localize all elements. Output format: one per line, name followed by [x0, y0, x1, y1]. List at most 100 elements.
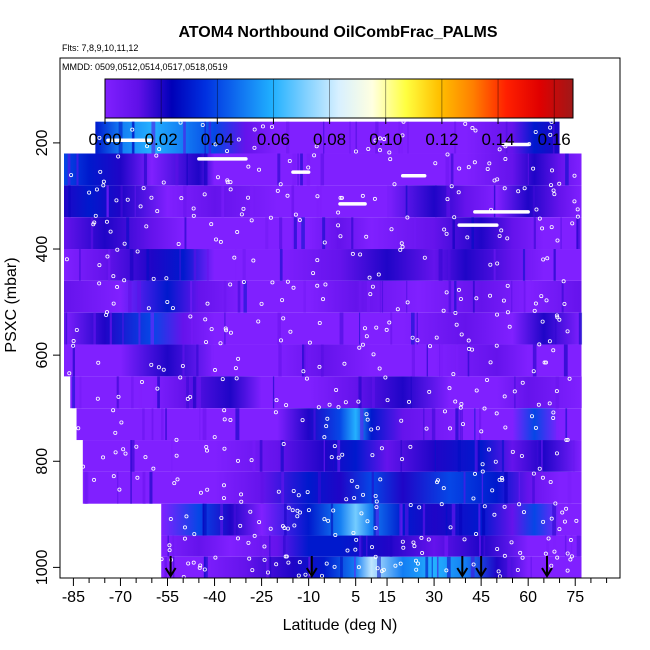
- sample-point: [191, 206, 196, 211]
- sample-point: [139, 380, 144, 385]
- sample-point: [159, 557, 164, 562]
- heatmap-streak: [436, 556, 439, 578]
- heatmap-band: [95, 121, 560, 154]
- heatmap-streak: [106, 185, 109, 218]
- heatmap-streak: [137, 280, 141, 313]
- sample-point: [547, 401, 552, 406]
- sample-point: [487, 161, 492, 166]
- sample-point: [209, 222, 214, 227]
- sample-point: [149, 195, 154, 200]
- sample-point: [488, 360, 493, 365]
- heatmap-streak: [580, 376, 582, 409]
- arrow-head: [456, 567, 469, 578]
- heatmap-streak: [291, 185, 295, 218]
- sample-point: [322, 435, 327, 440]
- sample-point: [249, 458, 254, 463]
- x-axis-tick-label: 45: [472, 589, 490, 606]
- sample-point: [292, 523, 297, 528]
- sample-point: [497, 233, 502, 238]
- sample-point: [415, 561, 420, 566]
- sample-point: [480, 469, 485, 474]
- heatmap-streak: [337, 217, 339, 250]
- sample-point: [448, 426, 453, 431]
- sample-point: [315, 194, 320, 199]
- sample-point: [492, 178, 497, 183]
- sample-point: [288, 329, 293, 334]
- heatmap-streak: [463, 471, 466, 504]
- heatmap-band: [64, 280, 582, 313]
- sample-point: [420, 551, 425, 556]
- heatmap-streak: [175, 153, 179, 186]
- sample-point: [553, 501, 558, 506]
- chart-title: ATOM4 Northbound OilCombFrac_PALMS: [178, 24, 497, 41]
- heatmap-streak: [110, 312, 112, 345]
- sample-point: [353, 547, 358, 552]
- sample-point: [296, 493, 301, 498]
- heatmap-streak: [439, 344, 441, 377]
- sample-point: [549, 120, 554, 125]
- heatmap-streak: [452, 217, 455, 250]
- heatmap-streak: [426, 344, 428, 377]
- sample-point: [466, 346, 471, 351]
- sample-point: [413, 558, 418, 563]
- sample-point: [445, 197, 450, 202]
- sample-point: [499, 228, 504, 233]
- sample-point: [316, 405, 321, 410]
- sample-point: [572, 173, 577, 178]
- sample-point: [167, 548, 172, 553]
- heatmap-streak: [478, 503, 481, 536]
- heatmap-streak: [400, 440, 403, 472]
- heatmap-streak: [269, 556, 272, 578]
- arrow-head: [305, 567, 318, 578]
- sample-point: [336, 210, 341, 215]
- heatmap-streak: [196, 344, 199, 377]
- sample-point: [176, 241, 181, 246]
- sample-point: [252, 533, 257, 538]
- colorbar-tick-label: 0.10: [369, 130, 402, 149]
- heatmap-streak: [279, 249, 283, 281]
- heatmap-streak: [76, 153, 79, 186]
- sample-point: [375, 426, 380, 431]
- sample-point: [96, 360, 101, 365]
- heatmap-streak: [280, 440, 284, 472]
- sample-point: [473, 128, 478, 133]
- heatmap-streak: [536, 440, 539, 472]
- heatmap-streak: [565, 153, 569, 186]
- sample-point: [441, 308, 446, 313]
- heatmap-streak: [371, 471, 374, 504]
- sample-point: [236, 137, 241, 142]
- sample-point: [519, 453, 524, 458]
- flight-track-layer: [106, 138, 530, 227]
- arrow-markers: [164, 556, 553, 578]
- sample-point: [141, 186, 146, 191]
- heatmap-streak: [249, 185, 254, 218]
- sample-point: [94, 187, 99, 192]
- sample-point: [549, 563, 554, 568]
- sample-point: [493, 459, 498, 464]
- sample-point: [379, 446, 384, 451]
- heatmap-streak: [308, 556, 311, 578]
- sample-point: [439, 502, 444, 507]
- sample-point: [247, 556, 252, 561]
- sample-point: [360, 342, 365, 347]
- colorbar-tick-label: 0.00: [88, 130, 121, 149]
- sample-point: [373, 494, 378, 499]
- sample-point: [336, 455, 341, 460]
- sample-point: [366, 146, 371, 151]
- sample-point: [424, 426, 429, 431]
- sample-point: [458, 405, 463, 410]
- heatmap-streak: [366, 280, 371, 313]
- sample-point: [97, 263, 102, 268]
- heatmap-streak: [318, 249, 322, 281]
- sample-point: [502, 394, 507, 399]
- sample-point: [505, 310, 510, 315]
- sample-point: [370, 453, 375, 458]
- sample-point: [434, 335, 439, 340]
- sample-point: [92, 220, 97, 225]
- heatmap-streak: [455, 408, 459, 441]
- sample-point: [490, 488, 495, 493]
- sample-point: [540, 319, 545, 324]
- sample-point: [274, 562, 279, 567]
- x-axis-label: Latitude (deg N): [283, 617, 398, 634]
- arrow-head: [164, 567, 177, 578]
